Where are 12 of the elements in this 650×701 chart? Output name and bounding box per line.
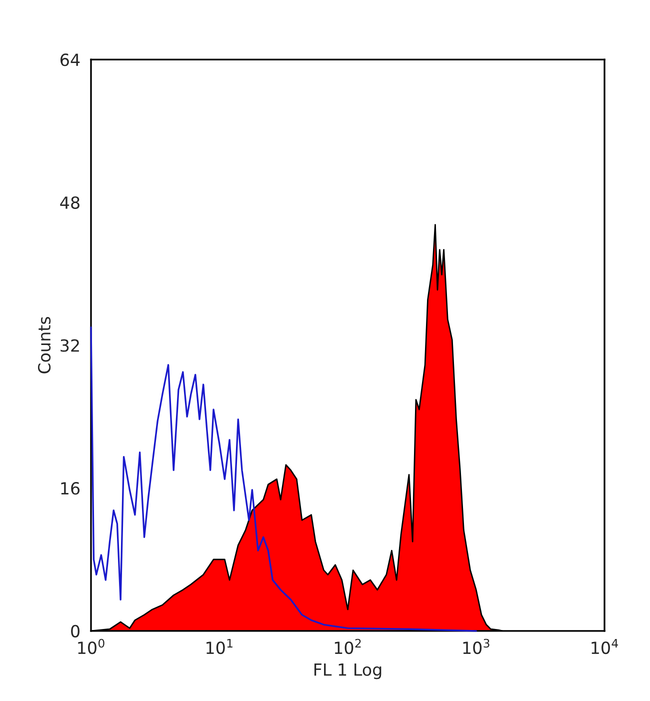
y-tick-label: 16: [61, 482, 80, 495]
x-tick-label: 10$^{1}$: [206, 638, 232, 654]
y-tick-label: 48: [60, 196, 80, 209]
x-axis-title: FL 1 Log: [314, 664, 382, 680]
x-tick-label: 10$^{0}$: [78, 638, 104, 654]
x-tick-label: 10$^{3}$: [463, 638, 490, 654]
y-tick-label: 64: [60, 54, 80, 66]
x-tick-label: 10$^{4}$: [592, 638, 618, 654]
y-axis-title: Counts: [38, 316, 51, 374]
y-tick-label: 32: [60, 339, 79, 352]
y-tick-label: 0: [71, 624, 80, 638]
x-tick-label: 10$^{2}$: [334, 638, 361, 654]
